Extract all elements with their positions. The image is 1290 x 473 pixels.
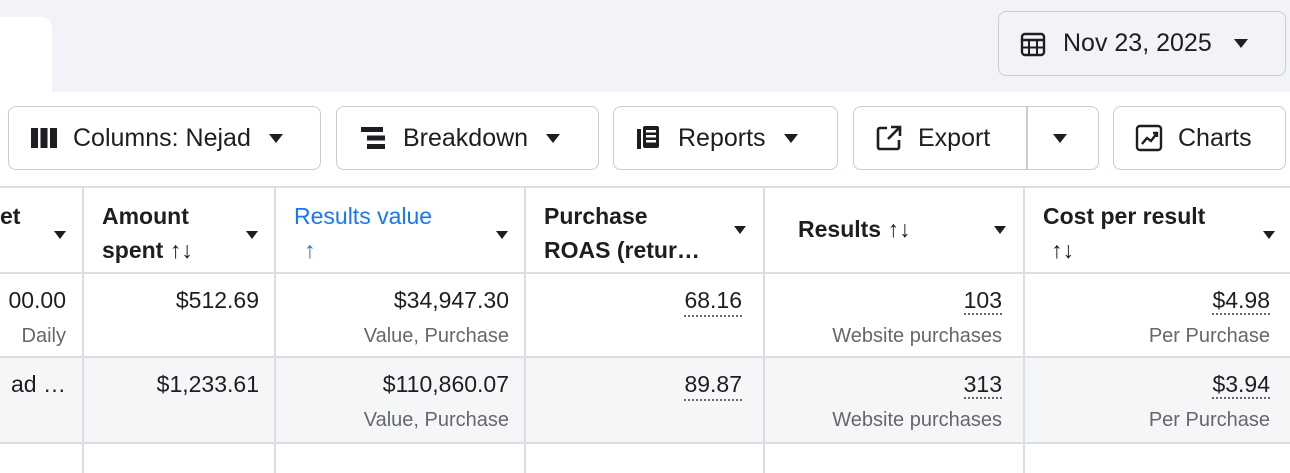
columns-icon — [31, 128, 57, 148]
roas-cell: 89.87 — [684, 369, 742, 401]
calendar-icon — [1020, 32, 1046, 56]
chevron-down-icon[interactable] — [994, 226, 1006, 234]
chart-icon — [1135, 124, 1163, 152]
table-border — [0, 186, 1290, 188]
table-border — [0, 442, 1290, 444]
chevron-down-icon[interactable] — [496, 231, 508, 239]
columns-button[interactable]: Columns: Nejad — [8, 106, 321, 170]
cost-value-wrap: $3.94 — [1212, 369, 1270, 399]
header-label: ↑↓ — [1051, 237, 1074, 263]
chevron-down-icon — [546, 133, 561, 143]
column-divider — [1023, 186, 1025, 473]
chevron-down-icon — [783, 133, 798, 143]
columns-label: Columns: Nejad — [73, 123, 251, 152]
column-header-purchase-roas[interactable]: Purchase ROAS (retur… — [524, 186, 763, 272]
roas-value[interactable]: 68.16 — [684, 285, 742, 317]
cost-value-wrap: $4.98 — [1212, 285, 1270, 315]
date-label: Nov 23, 2025 — [1063, 29, 1212, 57]
header-label: spent ↑↓ — [102, 237, 193, 263]
chevron-down-icon[interactable] — [734, 226, 746, 234]
toolbar: Columns: Nejad Breakdown Reports Export — [0, 92, 1290, 186]
top-bar: Nov 23, 2025 — [0, 0, 1290, 97]
header-label: et — [0, 203, 21, 229]
header-label: Results value — [294, 203, 433, 229]
export-label: Export — [918, 123, 991, 152]
results-value: $34,947.30 — [393, 287, 509, 313]
header-label: ROAS (retur… — [544, 237, 700, 263]
roas-value[interactable]: 89.87 — [684, 369, 742, 401]
charts-label: Charts — [1178, 123, 1252, 152]
results-value-wrap: 313 — [963, 369, 1002, 399]
breakdown-label: Breakdown — [403, 123, 529, 152]
column-header-cost-per-result[interactable]: Cost per result ↑↓ — [1023, 186, 1290, 272]
results-cell: 313 Website purchases — [832, 369, 1002, 435]
cost-per-result-cell: $3.94 Per Purchase — [1149, 369, 1270, 435]
export-options-chevron-icon[interactable] — [1053, 134, 1067, 143]
split-divider — [1026, 107, 1028, 169]
budget-cell: 00.00 Daily — [8, 285, 66, 351]
cost-value[interactable]: $4.98 — [1212, 287, 1270, 315]
reports-label: Reports — [678, 123, 766, 152]
cost-type: Per Purchase — [1148, 325, 1270, 347]
amount-spent-value: $512.69 — [175, 287, 259, 313]
header-label: Amount — [102, 203, 189, 229]
chevron-down-icon — [268, 133, 283, 143]
charts-button[interactable]: Charts — [1113, 106, 1286, 170]
column-divider — [763, 186, 765, 473]
column-header-results-value[interactable]: Results value ↑ — [274, 186, 524, 272]
results-cell: 103 Website purchases — [832, 285, 1002, 351]
table-border — [0, 272, 1290, 274]
breakdown-button[interactable]: Breakdown — [336, 106, 599, 170]
results-table: et Amount spent ↑↓ Results value ↑ Purch… — [0, 186, 1290, 473]
column-header-amount-spent[interactable]: Amount spent ↑↓ — [82, 186, 274, 272]
breakdown-icon — [361, 127, 385, 149]
results-value-cell: $110,860.07 Value, Purchase — [364, 369, 509, 435]
tab-stub[interactable] — [0, 17, 52, 97]
header-label: Cost per result — [1043, 203, 1206, 229]
results-value: $110,860.07 — [382, 371, 509, 397]
cost-type: Per Purchase — [1148, 409, 1270, 431]
roas-cell: 68.16 — [684, 285, 742, 317]
chevron-down-icon[interactable] — [246, 231, 258, 239]
results-value-type: Value, Purchase — [363, 409, 509, 431]
column-divider — [274, 186, 276, 473]
results-value-wrap: 103 — [963, 285, 1002, 315]
header-label: Results ↑↓ — [798, 216, 911, 242]
chevron-down-icon — [1233, 39, 1248, 48]
cost-value[interactable]: $3.94 — [1212, 371, 1270, 399]
amount-spent-cell: $512.69 — [176, 285, 259, 315]
budget-value: 00.00 — [8, 287, 66, 313]
results-value-type: Value, Purchase — [363, 325, 509, 347]
budget-value: ad … — [11, 371, 66, 397]
date-picker[interactable]: Nov 23, 2025 — [998, 11, 1286, 76]
reports-button[interactable]: Reports — [613, 106, 838, 170]
budget-cell: ad … — [11, 369, 66, 399]
results-value-cell: $34,947.30 Value, Purchase — [364, 285, 509, 351]
budget-type: Daily — [21, 325, 66, 347]
chevron-down-icon[interactable] — [1263, 231, 1275, 239]
export-button[interactable]: Export — [853, 106, 1099, 170]
results-count[interactable]: 103 — [963, 287, 1002, 315]
row-highlight — [0, 356, 1290, 442]
external-link-icon — [876, 125, 902, 151]
cost-per-result-cell: $4.98 Per Purchase — [1149, 285, 1270, 351]
table-border — [0, 356, 1290, 358]
sort-ascending-icon: ↑ — [304, 237, 316, 263]
results-type: Website purchases — [832, 409, 1002, 431]
reports-icon — [637, 126, 659, 149]
amount-spent-cell: $1,233.61 — [157, 369, 259, 399]
column-divider — [524, 186, 526, 473]
header-label: Purchase — [544, 203, 648, 229]
column-header-results[interactable]: Results ↑↓ — [763, 186, 1023, 272]
column-header-budget[interactable]: et — [0, 186, 82, 272]
column-divider — [82, 186, 84, 473]
amount-spent-value: $1,233.61 — [156, 371, 259, 397]
results-count[interactable]: 313 — [963, 371, 1002, 399]
chevron-down-icon[interactable] — [54, 231, 66, 239]
results-type: Website purchases — [832, 325, 1002, 347]
